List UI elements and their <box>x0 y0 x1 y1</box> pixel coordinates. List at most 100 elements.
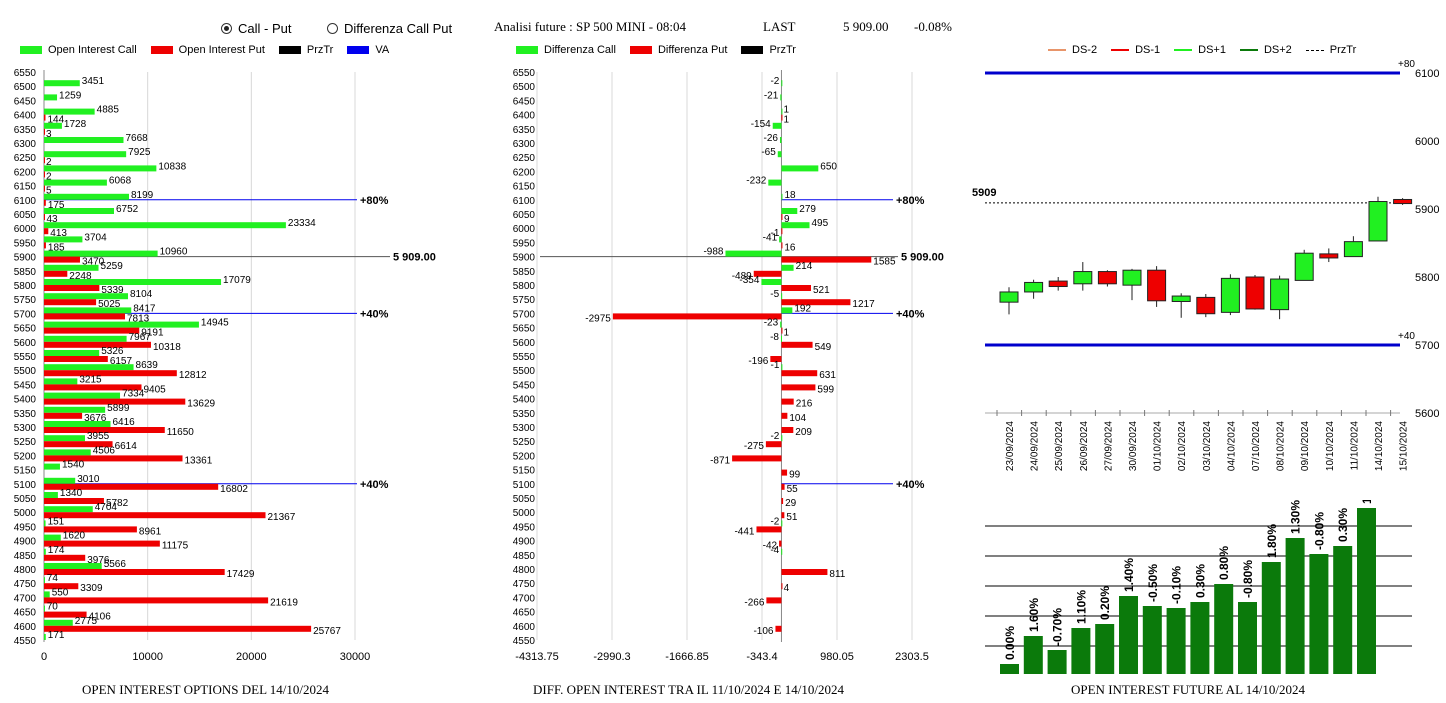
strike-label: 4650 <box>513 608 536 619</box>
strike-label: 4850 <box>513 551 536 562</box>
legend-label-ds-1: DS-1 <box>1135 44 1161 56</box>
put-value-label: 8961 <box>139 526 162 537</box>
call-bar <box>44 634 46 640</box>
strike-label: 5000 <box>14 508 37 519</box>
strike-label: 5450 <box>14 380 37 391</box>
date-label: 14/10/2024 <box>1374 421 1385 471</box>
call-bar <box>44 563 102 569</box>
put-value-label: 51 <box>786 512 798 523</box>
call-bar <box>44 208 114 214</box>
radio-call-put[interactable]: Call - Put <box>221 21 291 36</box>
put-bar <box>44 128 45 135</box>
strike-label: 6550 <box>513 68 536 79</box>
legend-line-przttr <box>1305 49 1324 51</box>
call-value-label: 18 <box>784 190 796 201</box>
legend-swatch-przttr <box>278 46 301 54</box>
strike-label: 5600 <box>14 338 37 349</box>
legend-line-ds-1 <box>1111 49 1130 51</box>
put-value-label: 13361 <box>185 455 213 466</box>
call-bar <box>781 520 783 527</box>
strike-label: 5100 <box>513 480 536 491</box>
strike-label: 6250 <box>14 153 37 164</box>
call-value-label: 14945 <box>201 318 229 329</box>
call-value-label: 8104 <box>130 289 153 300</box>
put-bar <box>44 441 113 448</box>
put-value-label: 11650 <box>167 427 195 438</box>
put-bar <box>781 398 794 405</box>
call-bar <box>781 307 793 314</box>
strike-label: 6000 <box>513 224 536 235</box>
put-bar <box>44 228 49 235</box>
call-value-label: 279 <box>799 204 816 215</box>
radio-selected-icon[interactable] <box>221 23 232 34</box>
call-bar <box>44 619 73 626</box>
date-label: 09/10/2024 <box>1300 421 1311 471</box>
call-value-label: 7668 <box>125 133 148 144</box>
call-bar <box>44 591 50 598</box>
call-value-label: -2 <box>770 76 779 87</box>
strike-label: 5150 <box>513 466 536 477</box>
legend-label-ds-2: DS-2 <box>1072 44 1098 56</box>
strike-label: 5950 <box>513 238 536 249</box>
strike-label: 5850 <box>513 267 536 278</box>
call-value-label: 1728 <box>64 119 87 130</box>
call-bar <box>44 222 286 229</box>
put-value-label: -489 <box>732 271 752 282</box>
call-bar <box>44 264 99 271</box>
legend-line-ds+1 <box>1174 49 1193 51</box>
put-value-label: -441 <box>734 526 754 537</box>
put-bar <box>44 455 183 462</box>
oi-bar <box>1190 602 1210 674</box>
header-last-label: LAST <box>763 19 796 34</box>
put-value-label: 17429 <box>227 569 255 580</box>
strike-label: 5650 <box>14 324 37 335</box>
oi-bar-label: -0.80% <box>1312 512 1326 550</box>
put-value-label: 1585 <box>873 257 896 268</box>
legend-label-call: Open Interest Call <box>48 44 137 56</box>
call-bar <box>781 264 794 271</box>
put-value-label: 13629 <box>187 399 215 410</box>
call-bar <box>44 378 78 385</box>
call-bar <box>781 335 783 342</box>
put-bar <box>44 356 108 362</box>
strike-label: 5550 <box>513 352 536 363</box>
call-value-label: -65 <box>761 147 776 158</box>
put-value-label: 1 <box>784 328 790 339</box>
put-value-label: 10318 <box>153 342 181 353</box>
call-value-label: 3215 <box>79 374 102 385</box>
put-value-label: 5 <box>46 186 52 197</box>
call-value-label: 550 <box>52 587 69 598</box>
call-value-label: 1620 <box>63 531 86 542</box>
legend-swatch-diff-put <box>629 46 652 54</box>
put-value-label: 43 <box>46 214 58 225</box>
call-value-label: 1 <box>784 105 790 116</box>
call-value-label: 6068 <box>109 176 132 187</box>
put-bar <box>44 583 79 590</box>
put-bar <box>44 483 219 490</box>
put-bar <box>770 356 782 362</box>
put-bar <box>781 412 788 419</box>
strike-label: 5400 <box>513 395 536 406</box>
candle-body <box>1343 241 1363 258</box>
y-tick-label: 5900 <box>1415 204 1439 216</box>
oi-bar <box>1238 602 1257 674</box>
legend-left: Open Interest Call Open Interest Put Prz… <box>20 44 389 56</box>
call-value-label: 70 <box>47 602 59 613</box>
strike-label: 6350 <box>513 125 536 136</box>
candle-body <box>1073 271 1093 285</box>
call-bar <box>44 577 45 584</box>
put-value-label: 3 <box>46 129 52 140</box>
legend-label-ds+2: DS+2 <box>1263 44 1292 56</box>
oi-bar <box>1285 538 1305 674</box>
put-value-label: 21367 <box>268 512 296 523</box>
put-value-label: 413 <box>50 228 67 239</box>
strike-label: 6200 <box>513 167 536 178</box>
va-label: +40% <box>896 479 925 491</box>
legend-label-diff-call: Differenza Call <box>544 44 616 56</box>
call-value-label: 5899 <box>107 403 130 414</box>
radio-unselected-icon[interactable] <box>327 23 338 34</box>
call-value-label: -4 <box>770 545 779 556</box>
call-value-label: 1340 <box>60 488 83 499</box>
call-bar <box>781 165 819 172</box>
radio-differenza[interactable]: Differenza Call Put <box>327 21 452 36</box>
